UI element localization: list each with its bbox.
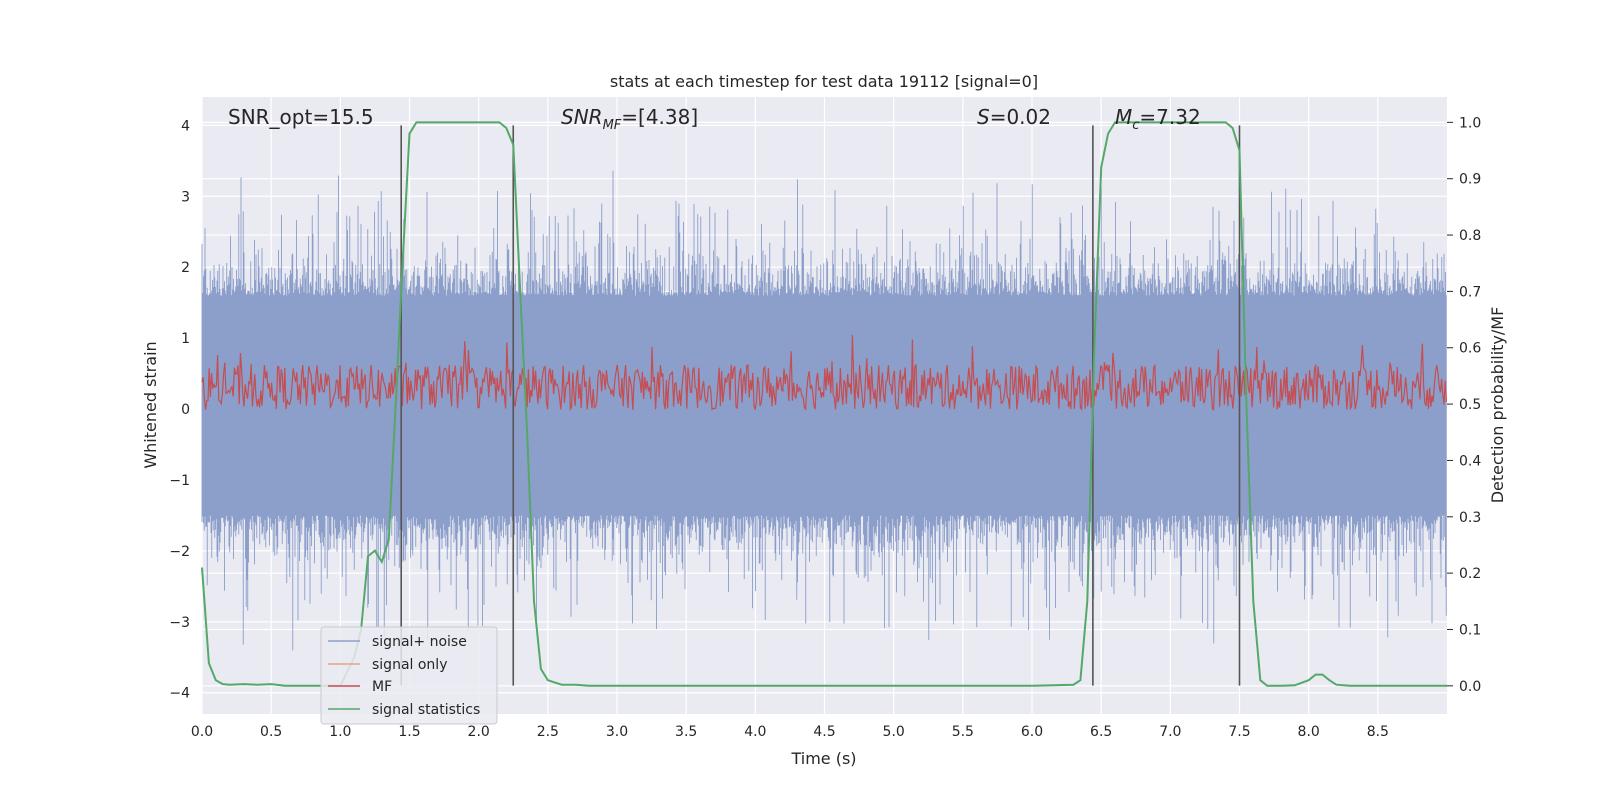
y-tick-label: 4 xyxy=(181,118,190,134)
y-tick-label: −2 xyxy=(169,544,190,560)
legend-label-mf: MF xyxy=(372,679,392,695)
x-tick-label: 5.0 xyxy=(883,724,905,740)
y-right-axis-ticks: 0.0 0.1 0.2 0.3 0.4 0.5 0.6 0.7 0.8 0.9 1.0 xyxy=(1447,115,1481,695)
annotation-s: S=0.02 xyxy=(977,105,1051,129)
y-right-tick-label: 0.2 xyxy=(1459,566,1481,582)
y-tick-label: −1 xyxy=(169,473,190,489)
annotation-snr-opt: SNR_opt=15.5 xyxy=(228,105,374,129)
x-tick-label: 4.5 xyxy=(813,724,835,740)
x-tick-label: 1.0 xyxy=(329,724,351,740)
legend-box xyxy=(320,626,498,725)
x-tick-label: 4.0 xyxy=(744,724,766,740)
y-right-axis-label: Detection probability/MF xyxy=(1488,307,1507,504)
x-tick-label: 8.5 xyxy=(1367,724,1389,740)
legend-label-signal-noise: signal+ noise xyxy=(372,634,467,650)
x-tick-label: 2.5 xyxy=(537,724,559,740)
legend-label-signal-only: signal only xyxy=(372,657,447,673)
y-right-tick-label: 0.5 xyxy=(1459,397,1481,413)
y-tick-label: −4 xyxy=(169,686,190,702)
y-right-tick-label: 0.0 xyxy=(1459,679,1481,695)
y-right-tick-label: 1.0 xyxy=(1459,115,1481,131)
y-right-tick-label: 0.1 xyxy=(1459,622,1481,638)
x-tick-label: 0.5 xyxy=(260,724,282,740)
x-tick-label: 6.0 xyxy=(1021,724,1043,740)
x-tick-label: 2.0 xyxy=(468,724,490,740)
x-tick-label: 0.0 xyxy=(191,724,213,740)
x-tick-label: 7.0 xyxy=(1159,724,1181,740)
legend-label-signal-statistics: signal statistics xyxy=(372,702,480,718)
x-tick-label: 8.0 xyxy=(1298,724,1320,740)
y-tick-label: −3 xyxy=(169,615,190,631)
y-right-tick-label: 0.3 xyxy=(1459,510,1481,526)
x-tick-label: 1.5 xyxy=(398,724,420,740)
y-right-tick-label: 0.6 xyxy=(1459,341,1481,357)
legend: signal+ noise signal only MF signal stat… xyxy=(320,626,498,725)
y-tick-label: 2 xyxy=(181,260,190,276)
x-tick-label: 5.5 xyxy=(952,724,974,740)
x-tick-label: 3.0 xyxy=(606,724,628,740)
annotation-snr-mf: SNRMF=[4.38] xyxy=(561,105,698,133)
y-right-tick-label: 0.7 xyxy=(1459,284,1481,300)
y-axis-label: Whitened strain xyxy=(141,341,160,468)
y-tick-label: 1 xyxy=(181,331,190,347)
x-tick-label: 7.5 xyxy=(1228,724,1250,740)
y-tick-label: 0 xyxy=(181,402,190,418)
x-axis-label: Time (s) xyxy=(790,749,856,768)
y-right-tick-label: 0.9 xyxy=(1459,172,1481,188)
x-tick-label: 3.5 xyxy=(675,724,697,740)
y-right-tick-label: 0.8 xyxy=(1459,228,1481,244)
annotation-mc: Mc=7.32 xyxy=(1115,105,1201,133)
y-tick-label: 3 xyxy=(181,189,190,205)
x-axis-ticks: 0.0 0.5 1.0 1.5 2.0 2.5 3.0 3.5 4.0 4.5 5.0 5.5 6.0 6… xyxy=(191,724,1389,740)
chart-title: stats at each timestep for test data 191… xyxy=(610,72,1038,91)
y-right-tick-label: 0.4 xyxy=(1459,453,1481,469)
y-axis-ticks: −4 −3 −2 −1 0 1 2 3 4 xyxy=(169,118,190,701)
x-tick-label: 6.5 xyxy=(1090,724,1112,740)
